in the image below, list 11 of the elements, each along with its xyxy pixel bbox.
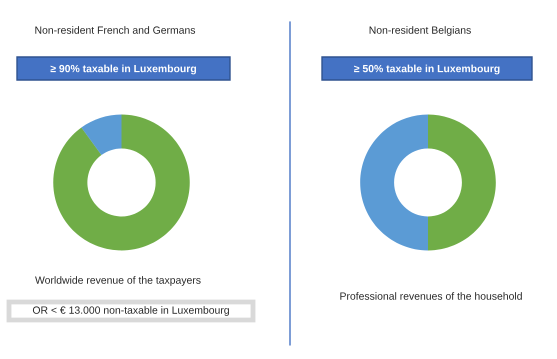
donut-slice [53, 114, 190, 250]
chart-title: Non-resident Belgians [370, 26, 471, 36]
donut-slice [360, 114, 428, 250]
donut-slice [81, 114, 122, 156]
text: Professional revenues of the household [340, 292, 522, 300]
chart-subtitle: ≥ 90% taxable in Luxembourg [50, 64, 196, 74]
chart-title: Non-resident French and Germans [35, 26, 196, 34]
donut-slice [428, 114, 496, 250]
chart-subtitle: ≥ 50% taxable in Luxembourg [354, 64, 500, 74]
text: Worldwide revenue of the taxpayers [35, 276, 201, 286]
text: OR < € 13.000 non-taxable in Luxembourg [32, 306, 229, 316]
